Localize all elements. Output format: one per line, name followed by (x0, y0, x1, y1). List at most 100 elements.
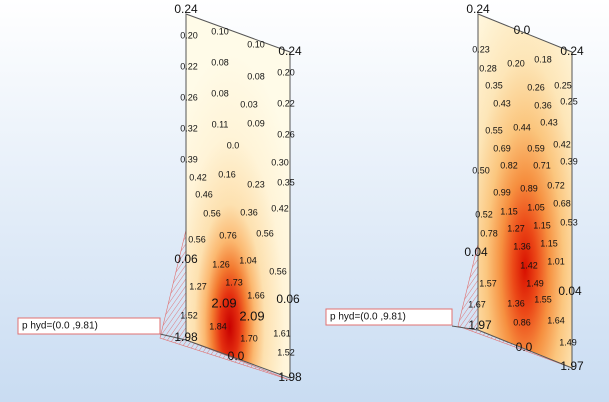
contour-label: 0.36 (240, 207, 258, 217)
contour-label: 1.70 (240, 333, 258, 343)
contour-label: 1.52 (277, 347, 295, 357)
contour-label: 1.36 (507, 298, 525, 308)
contour-label: 0.25 (554, 80, 572, 90)
contour-label: 0.23 (247, 179, 265, 189)
contour-label: 0.09 (247, 118, 265, 128)
wall-panel (477, 13, 573, 369)
contour-label: 1.15 (500, 206, 518, 216)
contour-label: 0.42 (271, 203, 289, 213)
contour-label: 0.24 (560, 44, 584, 58)
contour-label: 0.28 (479, 63, 497, 73)
contour-label: 0.53 (560, 217, 578, 227)
contour-label: 0.43 (493, 98, 511, 108)
contour-label: 0.20 (507, 58, 525, 68)
contour-label: 0.0 (228, 349, 245, 363)
contour-label: 1.64 (547, 315, 565, 325)
contour-label: 1.27 (507, 223, 525, 233)
contour-label: 1.26 (212, 259, 230, 269)
contour-label: 0.43 (540, 117, 558, 127)
contour-label: 1.49 (559, 337, 577, 347)
contour-label: 0.42 (189, 172, 207, 182)
contour-label: 0.89 (520, 183, 538, 193)
contour-label: 2.09 (239, 308, 264, 323)
contour-label: 0.78 (480, 228, 498, 238)
contour-label: 1.15 (533, 220, 551, 230)
contour-label: 0.46 (195, 189, 213, 199)
contour-label: 1.15 (540, 238, 558, 248)
contour-label: 0.06 (276, 292, 300, 306)
contour-label: 0.24 (278, 44, 302, 58)
contour-label: 0.11 (212, 119, 229, 129)
contour-label: 0.22 (277, 98, 295, 108)
contour-label: 1.27 (189, 281, 207, 291)
contour-label: 0.08 (247, 71, 265, 81)
contour-label: 0.08 (211, 57, 229, 67)
contour-label: 0.56 (188, 234, 206, 244)
legend-box (17, 317, 161, 335)
contour-label: 0.56 (256, 228, 274, 238)
contour-label: 2.09 (211, 295, 236, 310)
contour-label: 0.35 (485, 80, 503, 90)
contour-label: 0.69 (493, 143, 511, 153)
contour-label: 0.35 (277, 177, 295, 187)
contour-label: 0.71 (533, 160, 551, 170)
contour-label: 0.39 (560, 156, 578, 166)
contour-label: 1.97 (468, 318, 492, 332)
contour-label: 0.22 (180, 61, 198, 71)
contour-label: 0.39 (180, 154, 198, 164)
contour-label: 0.16 (218, 169, 236, 179)
contour-label: 0.86 (513, 317, 531, 327)
contour-label: 1.49 (526, 278, 544, 288)
contour-label: 0.55 (485, 125, 503, 135)
legend-text: p hyd=(0.0 ,9.81) (330, 312, 406, 323)
contour-label: 1.05 (527, 202, 545, 212)
contour-label: 0.50 (472, 165, 490, 175)
contour-label: 1.73 (225, 277, 243, 287)
contour-label: 0.44 (513, 122, 531, 132)
contour-label: 1.01 (547, 256, 565, 266)
contour-label: 0.10 (211, 26, 229, 36)
contour-label: 1.84 (209, 321, 227, 331)
contour-label: 1.36 (513, 241, 531, 251)
contour-label: 0.20 (180, 30, 198, 40)
contour-label: 0.18 (534, 54, 552, 64)
contour-label: 1.04 (239, 255, 257, 265)
contour-label: 0.26 (527, 82, 545, 92)
contour-label: 1.66 (247, 290, 265, 300)
contour-label: 0.03 (240, 99, 258, 109)
contour-label: 0.20 (277, 67, 295, 77)
legend-text: p hyd=(0.0 ,9.81) (22, 321, 98, 332)
legend-box (325, 308, 453, 326)
contour-label: 0.0 (514, 23, 531, 37)
contour-label: 1.97 (560, 359, 584, 373)
contour-label: 0.72 (547, 180, 565, 190)
contour-label: 0.76 (219, 230, 237, 240)
contour-label: 0.0 (516, 340, 533, 354)
contour-label: 1.52 (180, 310, 198, 320)
contour-label: 1.42 (520, 260, 538, 270)
contour-label: 1.98 (278, 370, 302, 384)
contour-label: 0.26 (180, 92, 198, 102)
contour-label: 0.04 (558, 284, 582, 298)
contour-label: 0.26 (277, 129, 295, 139)
contour-label: 0.68 (553, 198, 571, 208)
contour-label: 1.55 (534, 294, 552, 304)
contour-label: 0.99 (493, 187, 511, 197)
contour-label: 1.67 (468, 299, 486, 309)
contour-label: 0.82 (500, 160, 518, 170)
contour-label: 0.24 (174, 2, 198, 16)
contour-label: 0.0 (227, 140, 240, 150)
contour-label: 0.32 (180, 123, 198, 133)
contour-label: 0.42 (553, 139, 571, 149)
contour-label: 0.04 (464, 245, 488, 259)
contour-label: 0.36 (534, 100, 552, 110)
contour-label: 0.08 (211, 88, 229, 98)
contour-label: 1.98 (174, 330, 198, 344)
contour-label: 0.59 (527, 143, 545, 153)
contour-label: 0.52 (475, 209, 493, 219)
contour-label: 0.10 (247, 39, 265, 49)
contour-label: 0.56 (269, 266, 287, 276)
leader-line (159, 333, 187, 341)
contour-label: 0.06 (174, 252, 198, 266)
contour-label: 0.30 (271, 157, 289, 167)
